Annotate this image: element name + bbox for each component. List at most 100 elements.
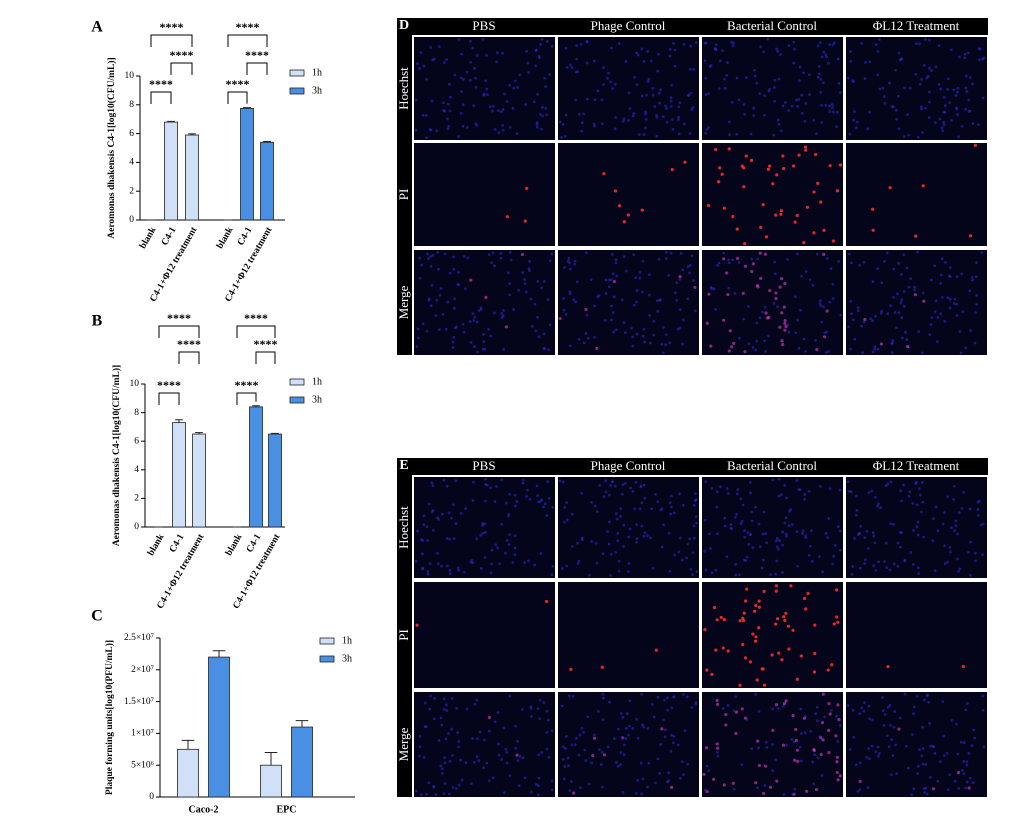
cell [714,147,718,152]
cell [819,90,823,94]
y-tick-label: 1×10⁷ [131,729,154,739]
y-tick-label: 2.5×10⁷ [124,633,154,643]
cell [639,485,643,489]
cell [434,314,438,318]
cell [629,326,633,330]
cell [957,570,960,573]
cell [722,617,726,622]
cell [784,516,788,520]
cell [670,83,674,87]
cell [799,654,803,658]
cell [574,300,578,304]
cell [923,698,926,702]
cell [632,111,636,115]
cell [798,745,802,749]
cell [902,305,906,308]
cell [474,76,477,80]
cell [672,734,676,738]
cell [621,483,625,487]
cell [622,220,626,224]
cell [847,325,850,329]
cell [611,87,614,90]
cell [568,292,572,296]
cell [681,692,685,696]
cell [646,726,650,730]
cell [828,43,832,46]
cell [523,278,526,281]
cell [588,573,591,577]
cell [558,479,562,483]
cell [453,297,457,301]
cell [804,534,808,538]
cell [855,120,859,124]
cell [628,724,631,728]
cell [468,320,472,324]
cell [646,79,650,83]
cell [862,320,866,324]
cell [856,533,860,536]
cell [577,559,581,563]
cell [781,104,785,108]
cell [426,539,430,542]
cell [828,487,832,490]
cell [791,628,795,632]
cell [726,61,729,64]
cell [815,347,819,352]
cell [818,299,822,302]
cell [497,742,500,746]
cell [593,736,597,740]
cell [517,784,521,788]
cell [608,520,611,524]
header-bar [397,18,988,35]
cell [505,215,509,219]
cell [858,761,862,765]
cell [580,538,584,541]
cell [509,258,513,262]
cell [568,261,571,265]
cell [923,791,926,794]
cell [850,312,853,316]
cell [613,189,618,193]
cell [741,291,745,295]
cell [640,501,644,505]
cell [623,743,626,747]
row-label: Hoechst [396,506,411,549]
cell [613,484,617,488]
cell [442,109,446,112]
cell [518,754,522,758]
cell [942,734,946,738]
cell [715,490,719,494]
cell [786,257,789,261]
cell [750,257,754,261]
cell [461,103,465,107]
cell [957,787,961,790]
cell [954,524,958,528]
cell [707,126,711,129]
cell [854,763,858,767]
cell [535,121,539,125]
cell [545,709,549,713]
cell [968,289,972,293]
cell [838,529,842,533]
cell [764,350,767,353]
cell [704,568,708,572]
micrograph [702,250,843,355]
cell [961,310,965,314]
cell [577,337,581,341]
cell [948,545,952,549]
cell [573,259,577,263]
cell [616,764,620,768]
cell [418,735,422,738]
cell [428,128,432,132]
cell [529,715,533,718]
cell [693,285,697,290]
cell [878,87,882,91]
y-tick-label: 1.5×10⁷ [124,697,154,707]
cell [441,312,445,316]
cell [610,253,614,256]
cell [812,782,816,786]
cell [759,225,763,229]
cell [908,490,912,494]
cell [481,524,485,527]
significance-bracket [227,91,248,104]
